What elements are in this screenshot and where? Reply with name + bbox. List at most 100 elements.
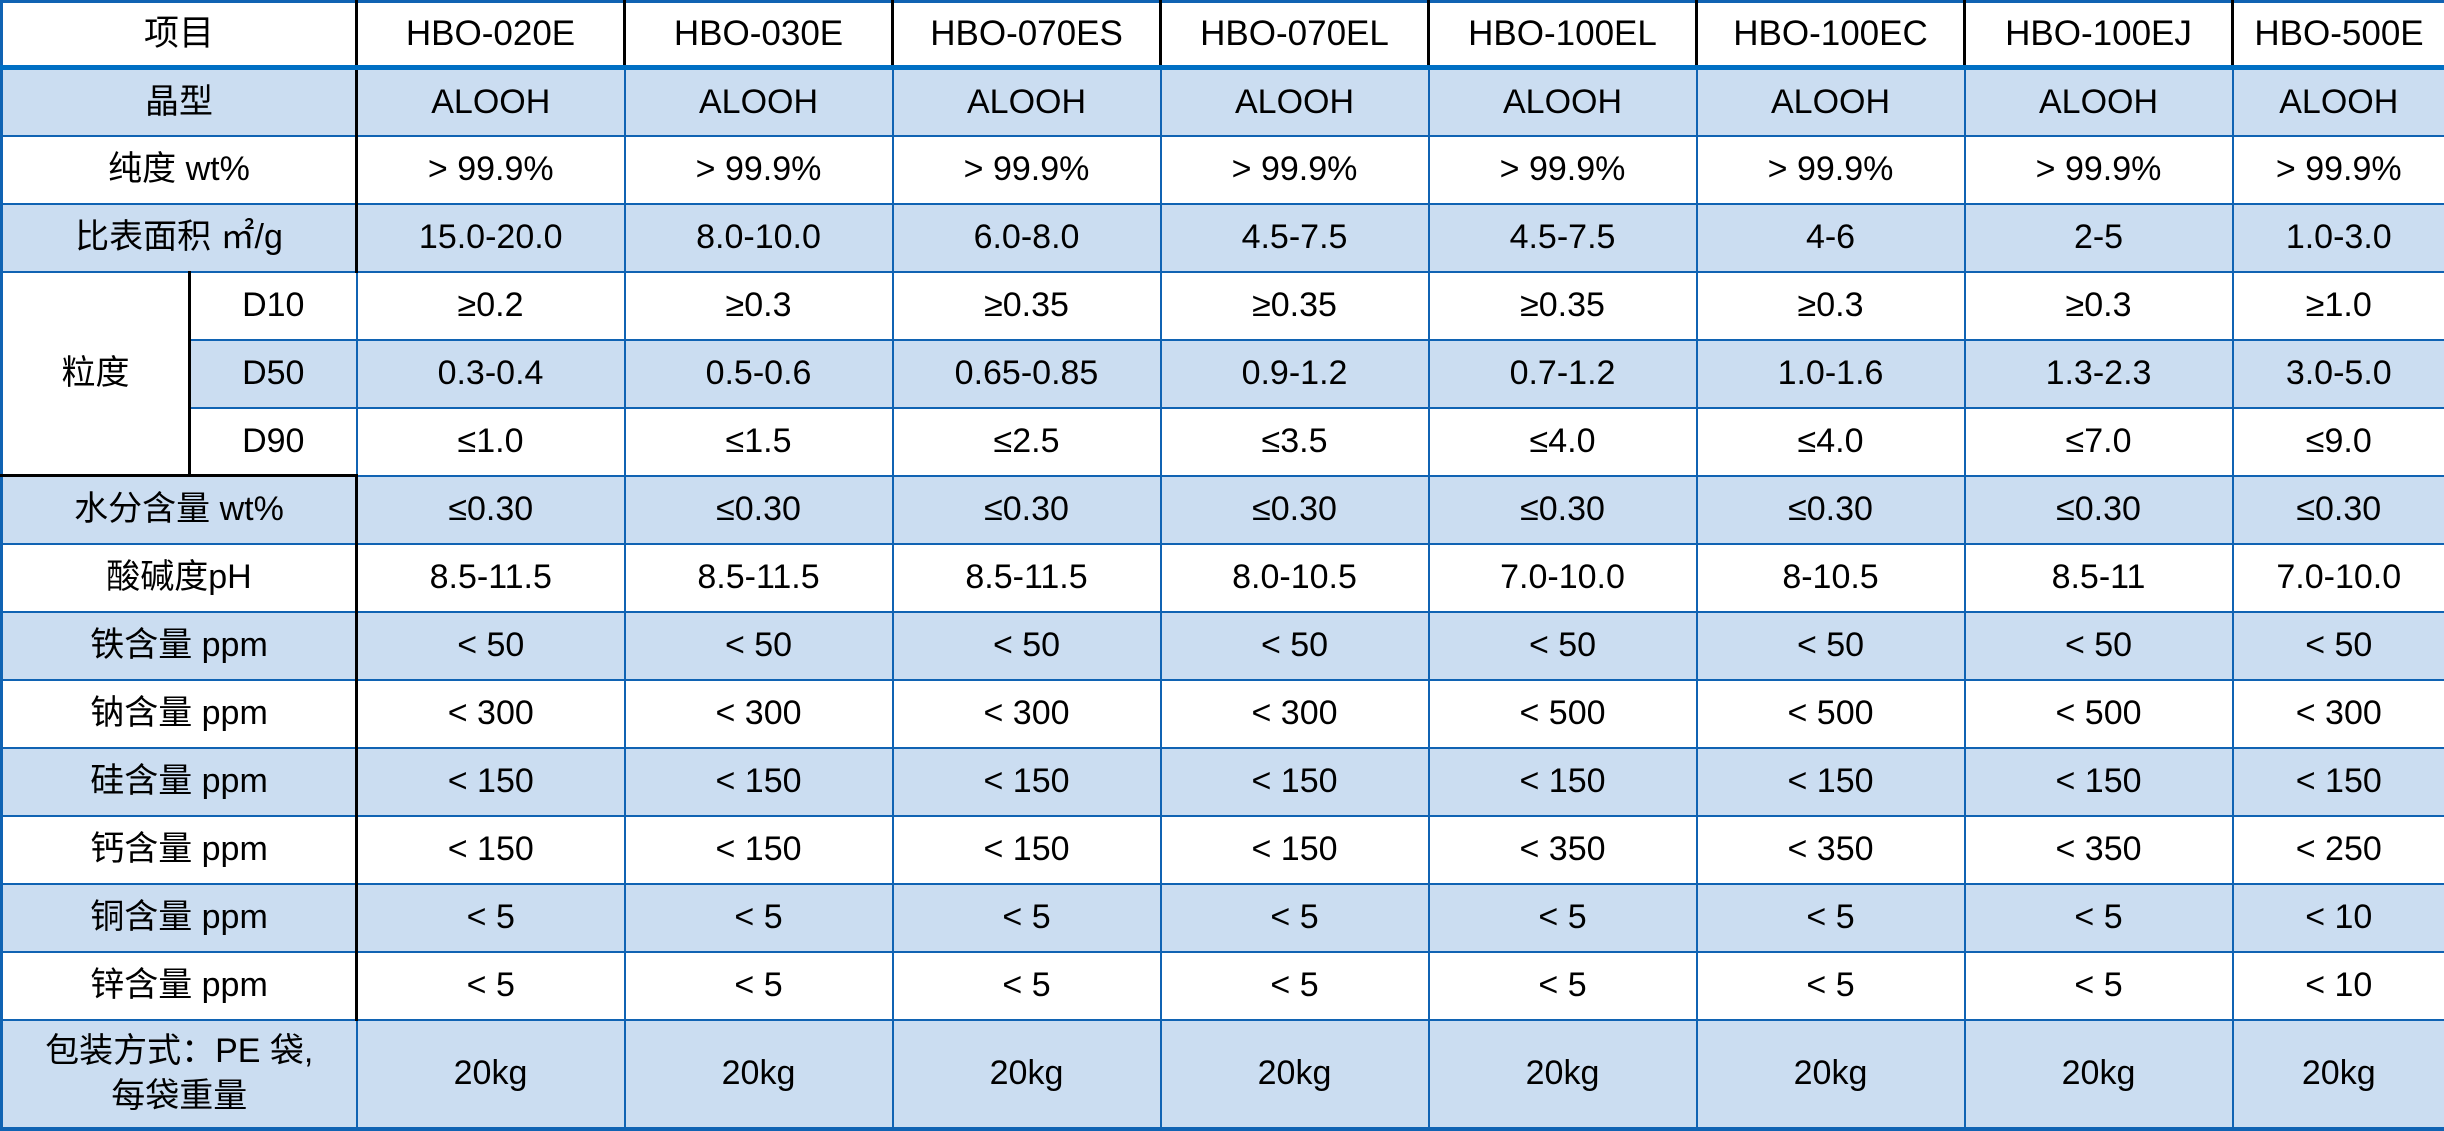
value-cell: 8-10.5 <box>1697 544 1965 612</box>
value-cell: < 300 <box>625 680 893 748</box>
value-cell: ALOOH <box>625 68 893 136</box>
value-cell: < 500 <box>1697 680 1965 748</box>
value-cell: 8.5-11.5 <box>357 544 625 612</box>
particle-sub-label-cell: D50 <box>190 340 357 408</box>
table-row-moisture: 水分含量 wt% ≤0.30 ≤0.30 ≤0.30 ≤0.30 ≤0.30 ≤… <box>2 476 2444 544</box>
value-cell: 20kg <box>357 1020 625 1129</box>
value-cell: ALOOH <box>1965 68 2233 136</box>
value-cell: < 150 <box>1161 748 1429 816</box>
value-cell: 8.5-11.5 <box>893 544 1161 612</box>
row-label-cell: 纯度 wt% <box>2 136 357 204</box>
row-label-cell: 酸碱度pH <box>2 544 357 612</box>
value-cell: ≥0.3 <box>625 272 893 340</box>
row-label-cell: 水分含量 wt% <box>2 476 357 544</box>
value-cell: ≤3.5 <box>1161 408 1429 476</box>
value-cell: 2-5 <box>1965 204 2233 272</box>
table-row-crystal: 晶型 ALOOH ALOOH ALOOH ALOOH ALOOH ALOOH A… <box>2 68 2444 136</box>
value-cell: ≥1.0 <box>2233 272 2444 340</box>
value-cell: ≤0.30 <box>357 476 625 544</box>
value-cell: < 300 <box>1161 680 1429 748</box>
value-cell: 20kg <box>1429 1020 1697 1129</box>
value-cell: < 5 <box>1965 952 2233 1020</box>
value-cell: ≤1.0 <box>357 408 625 476</box>
value-cell: < 50 <box>1965 612 2233 680</box>
value-cell: 1.0-1.6 <box>1697 340 1965 408</box>
value-cell: ALOOH <box>1697 68 1965 136</box>
value-cell: 4.5-7.5 <box>1161 204 1429 272</box>
value-cell: < 150 <box>893 748 1161 816</box>
value-cell: 20kg <box>1697 1020 1965 1129</box>
value-cell: ≤0.30 <box>625 476 893 544</box>
value-cell: > 99.9% <box>357 136 625 204</box>
header-model-cell: HBO-030E <box>625 2 893 68</box>
table-row-pack: 包装方式：PE 袋, 每袋重量 20kg 20kg 20kg 20kg 20kg… <box>2 1020 2444 1129</box>
value-cell: ≤9.0 <box>2233 408 2444 476</box>
particle-sub-label-cell: D90 <box>190 408 357 476</box>
row-label-cell: 铁含量 ppm <box>2 612 357 680</box>
value-cell: 20kg <box>2233 1020 2444 1129</box>
value-cell: > 99.9% <box>1965 136 2233 204</box>
value-cell: 20kg <box>625 1020 893 1129</box>
value-cell: < 5 <box>1697 952 1965 1020</box>
value-cell: ≤0.30 <box>2233 476 2444 544</box>
value-cell: 7.0-10.0 <box>2233 544 2444 612</box>
value-cell: < 50 <box>1161 612 1429 680</box>
value-cell: < 300 <box>357 680 625 748</box>
value-cell: 6.0-8.0 <box>893 204 1161 272</box>
value-cell: < 150 <box>625 816 893 884</box>
value-cell: 0.5-0.6 <box>625 340 893 408</box>
value-cell: 4.5-7.5 <box>1429 204 1697 272</box>
value-cell: 7.0-10.0 <box>1429 544 1697 612</box>
value-cell: > 99.9% <box>2233 136 2444 204</box>
particle-sub-label-cell: D10 <box>190 272 357 340</box>
value-cell: ≤7.0 <box>1965 408 2233 476</box>
value-cell: ALOOH <box>2233 68 2444 136</box>
row-label-cell: 钙含量 ppm <box>2 816 357 884</box>
value-cell: ≥0.3 <box>1965 272 2233 340</box>
value-cell: < 150 <box>1429 748 1697 816</box>
value-cell: < 150 <box>893 816 1161 884</box>
value-cell: 0.3-0.4 <box>357 340 625 408</box>
row-label-cell: 锌含量 ppm <box>2 952 357 1020</box>
value-cell: ≤0.30 <box>1429 476 1697 544</box>
value-cell: ≥0.35 <box>1429 272 1697 340</box>
value-cell: > 99.9% <box>625 136 893 204</box>
row-label-cell: 包装方式：PE 袋, 每袋重量 <box>2 1020 357 1129</box>
value-cell: ≥0.35 <box>893 272 1161 340</box>
value-cell: 8.0-10.0 <box>625 204 893 272</box>
row-label-cell: 钠含量 ppm <box>2 680 357 748</box>
value-cell: > 99.9% <box>1429 136 1697 204</box>
table-row-ssa: 比表面积 ㎡/g 15.0-20.0 8.0-10.0 6.0-8.0 4.5-… <box>2 204 2444 272</box>
value-cell: < 150 <box>1965 748 2233 816</box>
table-row-ph: 酸碱度pH 8.5-11.5 8.5-11.5 8.5-11.5 8.0-10.… <box>2 544 2444 612</box>
value-cell: < 250 <box>2233 816 2444 884</box>
value-cell: ≥0.3 <box>1697 272 1965 340</box>
value-cell: ≤0.30 <box>1965 476 2233 544</box>
value-cell: < 10 <box>2233 952 2444 1020</box>
value-cell: < 150 <box>1697 748 1965 816</box>
header-model-cell: HBO-100EJ <box>1965 2 2233 68</box>
value-cell: 1.0-3.0 <box>2233 204 2444 272</box>
value-cell: < 50 <box>893 612 1161 680</box>
value-cell: < 150 <box>357 816 625 884</box>
header-model-cell: HBO-100EC <box>1697 2 1965 68</box>
value-cell: < 300 <box>893 680 1161 748</box>
table-row-d50: D50 0.3-0.4 0.5-0.6 0.65-0.85 0.9-1.2 0.… <box>2 340 2444 408</box>
value-cell: ≥0.2 <box>357 272 625 340</box>
value-cell: < 150 <box>357 748 625 816</box>
value-cell: 0.7-1.2 <box>1429 340 1697 408</box>
value-cell: > 99.9% <box>1161 136 1429 204</box>
value-cell: < 5 <box>357 952 625 1020</box>
value-cell: < 50 <box>357 612 625 680</box>
value-cell: ALOOH <box>893 68 1161 136</box>
table-row-ca: 钙含量 ppm < 150 < 150 < 150 < 150 < 350 < … <box>2 816 2444 884</box>
value-cell: ≤0.30 <box>1161 476 1429 544</box>
row-label-cell: 硅含量 ppm <box>2 748 357 816</box>
row-label-cell: 铜含量 ppm <box>2 884 357 952</box>
value-cell: < 5 <box>1161 884 1429 952</box>
value-cell: > 99.9% <box>1697 136 1965 204</box>
value-cell: ≤2.5 <box>893 408 1161 476</box>
value-cell: 0.65-0.85 <box>893 340 1161 408</box>
value-cell: ALOOH <box>357 68 625 136</box>
